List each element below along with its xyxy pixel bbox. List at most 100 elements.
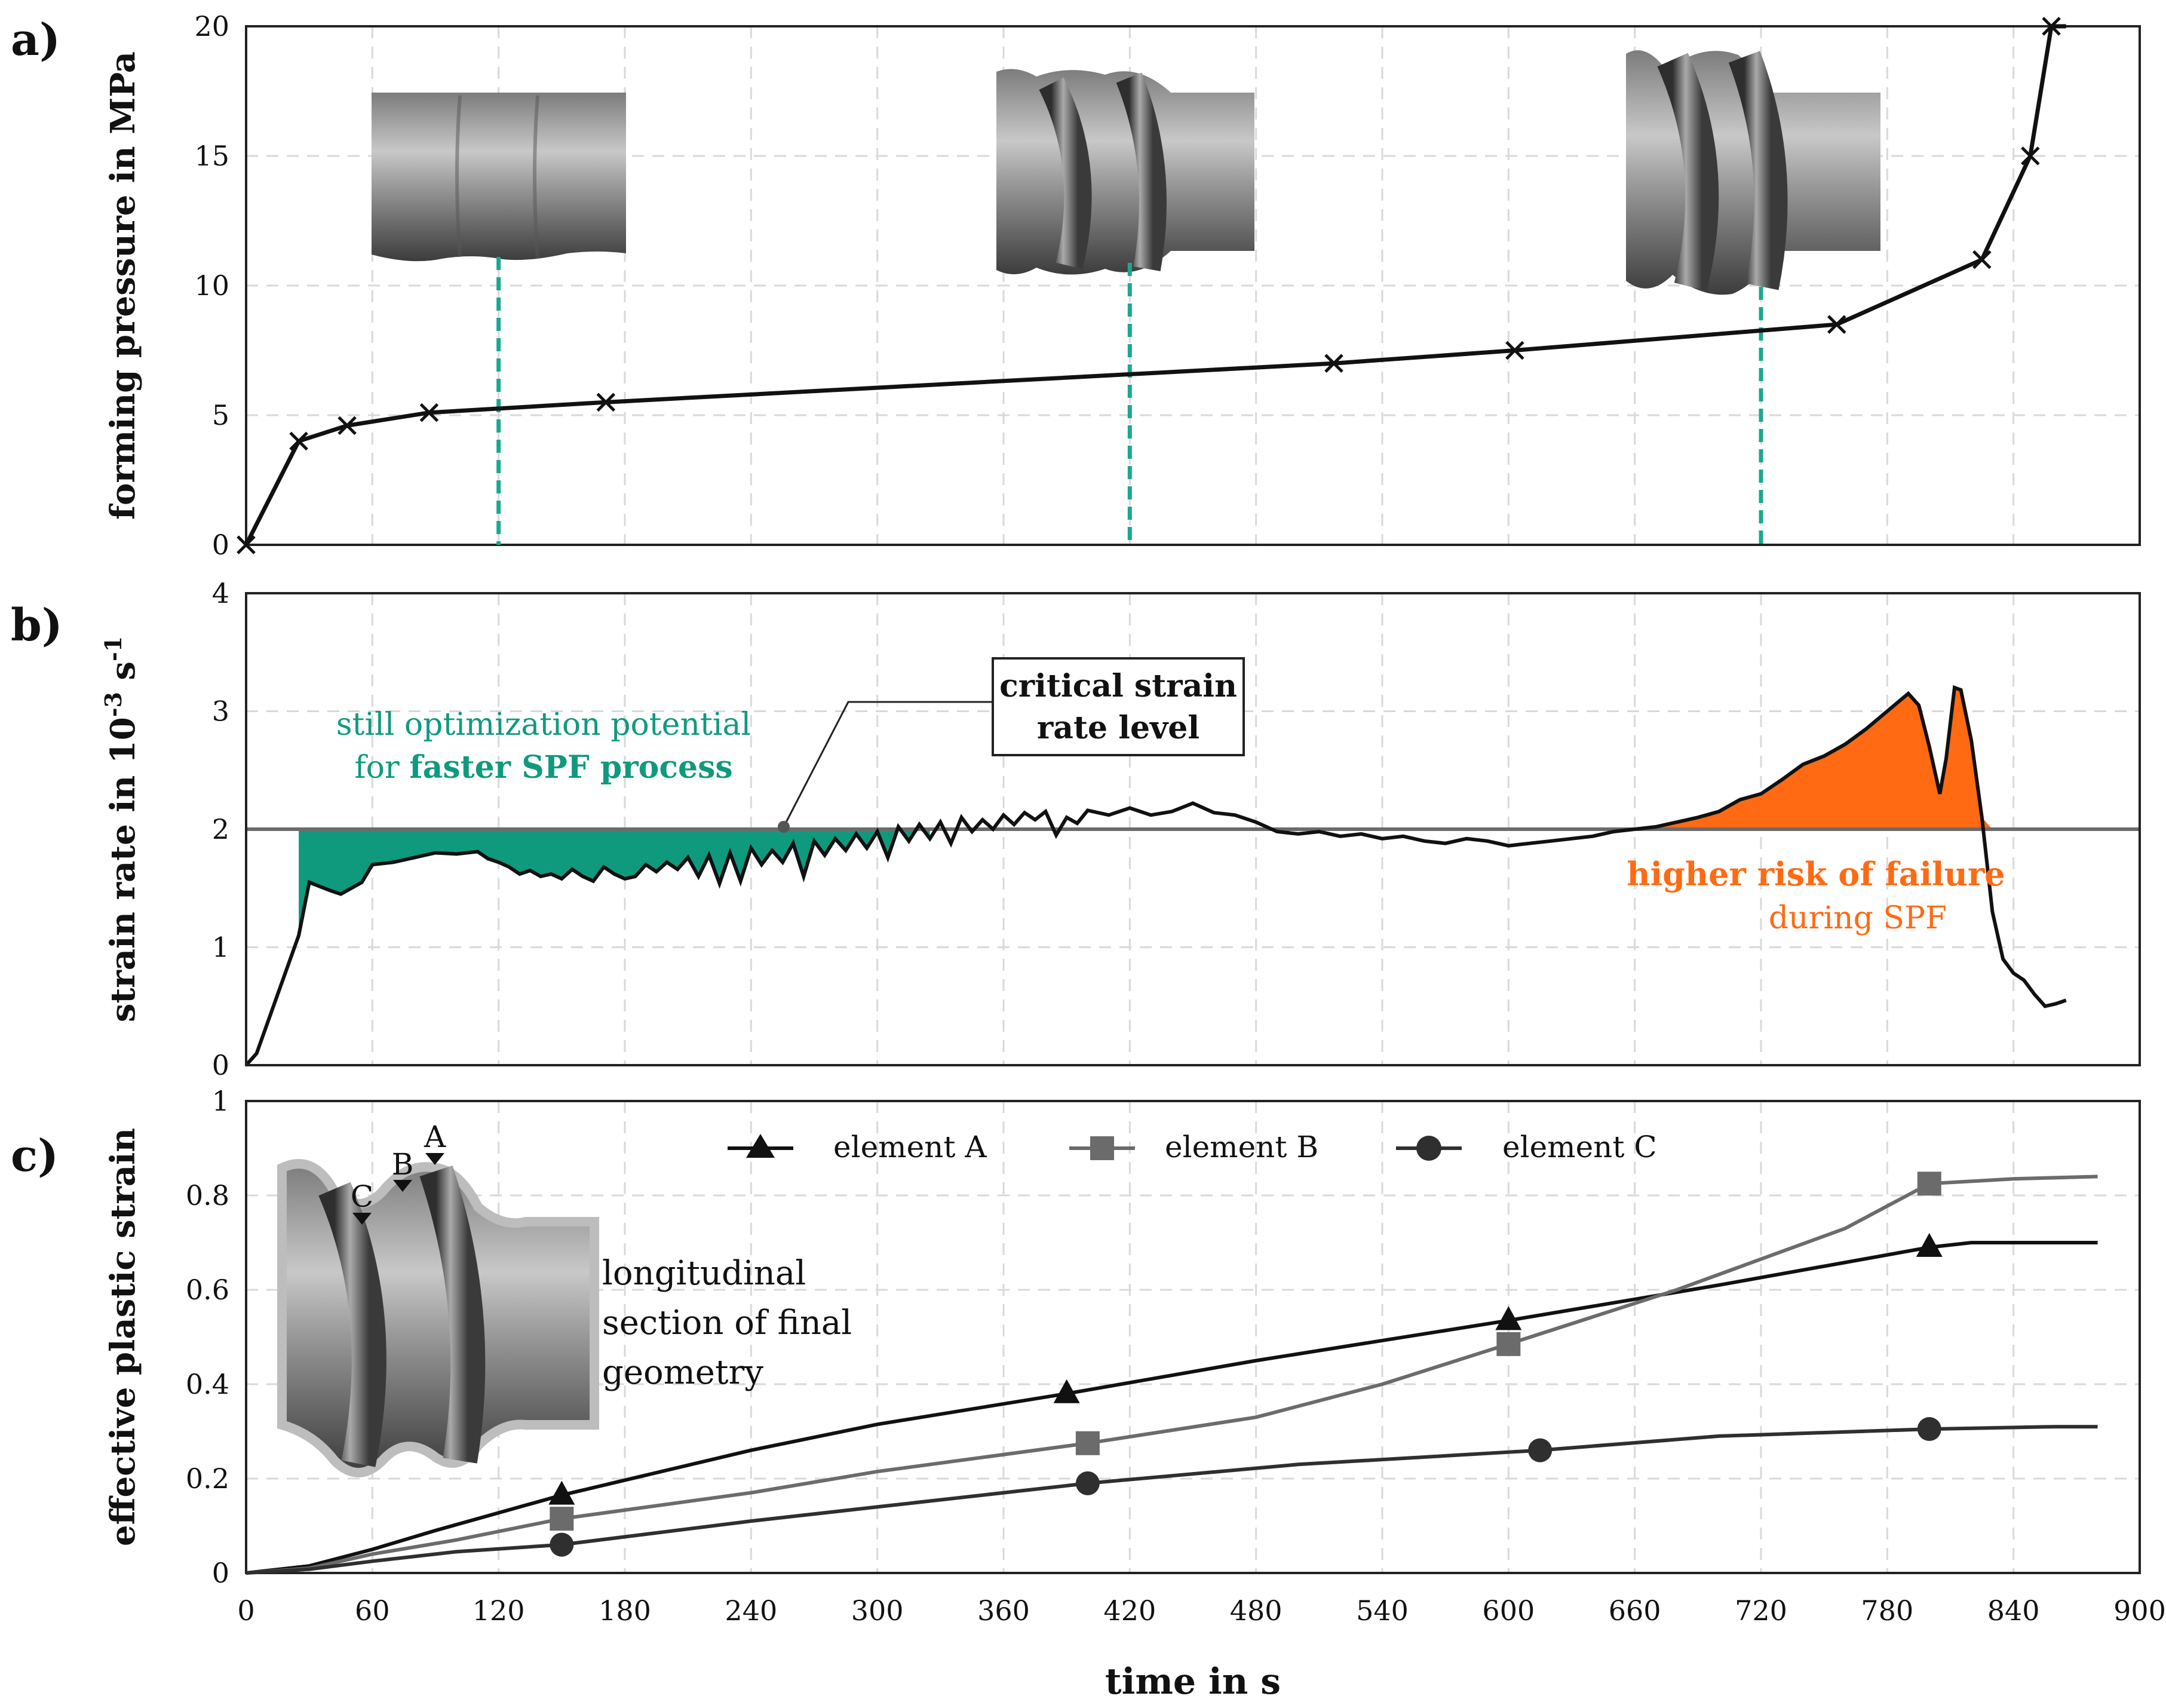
y-tick-label: 0: [212, 1557, 229, 1589]
inset-label-a: A: [424, 1120, 446, 1154]
pressure-point: [338, 416, 357, 436]
panel-b-ylabel-sup2: -1: [100, 636, 127, 661]
panel-b-ylabel-sup1: -3: [100, 692, 127, 717]
panel-c-frame: [245, 1100, 2141, 1574]
critical-box-line1: critical strain: [999, 668, 1237, 704]
panel-a-y-axis-label: forming pressure in MPa: [103, 51, 143, 520]
x-tick-label: 660: [1609, 1594, 1661, 1627]
y-tick-label: 0.6: [186, 1274, 229, 1306]
marker-element-a: [548, 1480, 575, 1505]
x-tick-label: 240: [725, 1594, 777, 1627]
marker-element-c: [1075, 1471, 1100, 1495]
strain-line-element-C: [246, 1425, 2098, 1575]
critical-level-box: [992, 657, 1245, 756]
panel-b-frame: [245, 592, 2141, 1066]
teal-annotation-normal: for: [354, 750, 409, 786]
x-tick-label: 360: [977, 1594, 1030, 1627]
panel-a-label: a): [11, 14, 60, 66]
marker-element-b: [1075, 1431, 1100, 1455]
panel-b-ylabel-main: strain rate in 10: [103, 717, 143, 1022]
pressure-point: [1827, 315, 1846, 334]
pressure-point: [289, 431, 308, 451]
y-tick-label: 20: [194, 10, 229, 42]
x-tick-label: 0: [237, 1594, 254, 1627]
teal-annotation-line2: for faster SPF process: [354, 749, 732, 786]
panel-b-y-ticks: 0 1 2 3 4: [212, 577, 229, 1081]
panel-a: a) 0 5 10 15 20 forming pressure in MPa: [11, 10, 2141, 561]
strain-line-element-B: [246, 1175, 2098, 1575]
marker-element-c: [1528, 1438, 1553, 1462]
critical-box-leader: [783, 701, 993, 827]
panel-b-y-axis-label: strain rate in 10-3 s-1: [100, 636, 143, 1022]
legend-marker-c: [1416, 1136, 1441, 1161]
x-tick-label: 600: [1482, 1594, 1535, 1627]
pressure-point: [1972, 250, 1992, 269]
x-tick-label: 900: [2113, 1594, 2166, 1627]
critical-point-dot: [778, 821, 790, 833]
critical-box-line2: rate level: [1037, 710, 1199, 746]
panel-c-y-axis-label: effective plastic strain: [103, 1128, 143, 1546]
teal-annotation-bold: faster SPF process: [409, 749, 732, 786]
x-tick-label: 840: [1987, 1594, 2040, 1627]
failure-risk-area: [1634, 688, 2014, 829]
x-tick-label: 420: [1103, 1594, 1156, 1627]
y-tick-label: 0.8: [186, 1179, 229, 1212]
y-tick-label: 0: [212, 1049, 229, 1081]
pressure-point: [2042, 17, 2061, 36]
legend-label-b: element B: [1165, 1130, 1318, 1164]
y-tick-label: 10: [194, 269, 229, 302]
panel-b-label: b): [11, 600, 63, 651]
legend: element A element B element C: [728, 1130, 1657, 1164]
inset-caption-line3: geometry: [602, 1353, 763, 1392]
inset-label-b: B: [392, 1147, 414, 1182]
panel-a-frame: [245, 25, 2141, 546]
y-tick-label: 1: [212, 1085, 229, 1117]
inset-caption-line1: longitudinal: [602, 1254, 806, 1293]
forming-pressure-markers: [237, 17, 2061, 554]
y-tick-label: 0.2: [186, 1462, 229, 1495]
pressure-point: [596, 392, 616, 412]
marker-element-a: [1495, 1306, 1522, 1330]
inset-caption-line2: section of final: [602, 1304, 852, 1342]
x-tick-label: 720: [1735, 1594, 1787, 1627]
y-tick-label: 5: [212, 399, 229, 431]
x-tick-label: 480: [1230, 1594, 1283, 1627]
panel-c-label: c): [11, 1130, 59, 1182]
panel-b-ylabel-mid: s: [103, 661, 143, 692]
tube-shape-early: [372, 93, 626, 262]
pressure-point: [419, 403, 439, 422]
teal-annotation-line1: still optimization potential: [336, 707, 751, 743]
x-tick-label: 180: [599, 1594, 651, 1627]
panel-c-series: [246, 1172, 2098, 1575]
pressure-point: [2021, 146, 2040, 165]
y-tick-label: 1: [212, 931, 229, 964]
strain-rate-line: [244, 685, 2067, 1066]
y-tick-label: 3: [212, 695, 229, 728]
forming-pressure-line: [244, 24, 2066, 546]
marker-element-a: [1916, 1232, 1943, 1257]
panel-c-y-ticks: 0 0.2 0.4 0.6 0.8 1: [186, 1085, 229, 1589]
x-tick-label: 60: [355, 1594, 390, 1627]
y-tick-label: 2: [212, 813, 229, 845]
x-axis-label: time in s: [1105, 1661, 1281, 1703]
y-tick-label: 4: [212, 577, 229, 609]
marker-element-b: [550, 1507, 574, 1531]
tube-shape-mid: [996, 69, 1254, 275]
marker-element-c: [550, 1532, 574, 1557]
pressure-point: [1324, 354, 1343, 373]
pressure-point: [237, 535, 256, 554]
marker-element-a: [1053, 1379, 1080, 1403]
panel-c: c) 0 0.2 0.4 0.6 0.8 1 effective plastic stra…: [11, 1085, 2166, 1703]
orange-annotation-line1: higher risk of failure: [1627, 855, 2005, 893]
panel-b: b) 0 1 2 3 4 strain rate in 10-3 s-1 still o…: [11, 577, 2141, 1081]
orange-annotation-line2: during SPF: [1769, 900, 1947, 936]
x-tick-label: 300: [851, 1594, 904, 1627]
x-tick-label: 120: [473, 1594, 525, 1627]
inset-label-c: C: [351, 1179, 373, 1214]
tube-shape-late: [1626, 50, 1880, 295]
x-axis-ticks: 0 60 120 180 240 300 360 420 480 540 600 660 720 780 8…: [237, 1594, 2166, 1627]
legend-label-c: element C: [1502, 1130, 1657, 1164]
panel-a-y-ticks: 0 5 10 15 20: [194, 10, 229, 561]
optimization-area: [299, 829, 930, 936]
